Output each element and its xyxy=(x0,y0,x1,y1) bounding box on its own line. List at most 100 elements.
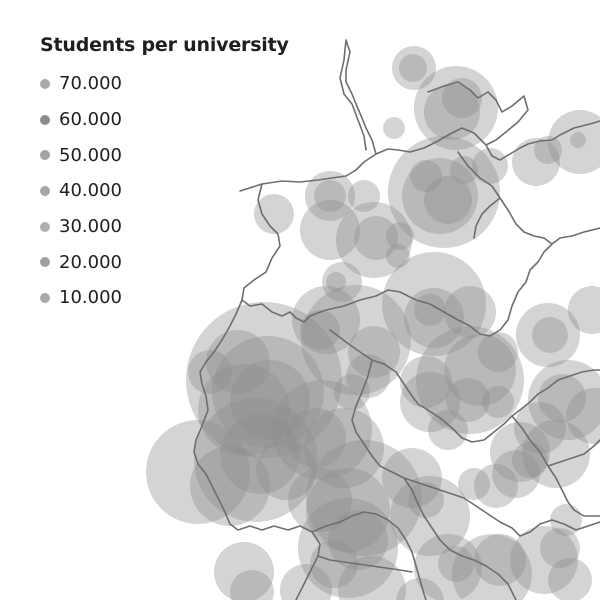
university-bubble xyxy=(254,194,294,234)
university-bubble xyxy=(214,542,274,600)
university-bubble xyxy=(298,498,398,598)
university-bubble xyxy=(338,556,406,600)
university-bubble xyxy=(382,252,486,356)
university-bubble xyxy=(306,468,390,552)
university-bubble xyxy=(478,332,518,372)
university-bubble xyxy=(230,360,310,440)
university-bubble xyxy=(534,136,562,164)
university-bubble xyxy=(386,244,410,268)
university-bubble xyxy=(438,546,474,582)
university-bubble xyxy=(442,78,482,118)
university-bubbles xyxy=(146,46,600,600)
peninsula-border xyxy=(339,39,377,155)
university-bubble xyxy=(550,504,582,536)
university-bubble xyxy=(194,398,318,522)
university-bubble xyxy=(305,171,355,221)
university-bubble xyxy=(424,84,480,140)
university-bubble xyxy=(446,378,490,422)
university-bubble xyxy=(408,482,444,518)
university-bubble xyxy=(272,380,372,480)
university-bubble xyxy=(306,440,422,556)
university-bubble xyxy=(424,176,472,224)
university-bubble xyxy=(452,534,532,600)
legend-title: Students per university xyxy=(40,34,289,56)
legend-item: 20.000 xyxy=(40,244,330,280)
university-bubble xyxy=(280,564,332,600)
university-bubble xyxy=(532,317,568,353)
university-bubble xyxy=(444,334,516,406)
university-bubble xyxy=(388,136,500,248)
university-bubble xyxy=(570,132,586,148)
university-bubble xyxy=(566,388,600,444)
university-bubble xyxy=(414,66,498,150)
legend-item: 30.000 xyxy=(40,209,330,245)
legend-dot xyxy=(40,221,50,232)
university-bubble xyxy=(428,410,468,450)
university-bubble xyxy=(400,372,460,432)
legend-item: 70.000 xyxy=(40,66,330,102)
legend-dot xyxy=(40,257,50,268)
legend-label: 50.000 xyxy=(59,144,122,166)
university-bubble xyxy=(490,422,550,482)
university-bubble xyxy=(396,578,444,600)
legend-dot xyxy=(40,78,50,89)
state-border-center xyxy=(329,329,600,443)
university-bubble xyxy=(416,326,524,434)
legend-label: 30.000 xyxy=(59,216,122,238)
university-bubble xyxy=(472,148,508,184)
university-bubble xyxy=(512,138,560,186)
state-border-east-lower xyxy=(511,415,600,517)
university-bubble xyxy=(322,262,362,302)
legend-dot xyxy=(40,292,50,303)
university-bubble xyxy=(300,200,360,260)
legend-label: 20.000 xyxy=(59,251,122,273)
university-bubble xyxy=(310,540,358,588)
university-bubble xyxy=(444,286,496,338)
legend-label: 70.000 xyxy=(59,73,122,95)
university-bubble xyxy=(450,156,478,184)
university-bubble xyxy=(286,408,346,468)
coastline-border xyxy=(239,120,600,192)
university-bubble xyxy=(354,216,398,260)
university-bubble xyxy=(348,326,400,378)
legend-label: 60.000 xyxy=(59,109,122,131)
legend-label: 40.000 xyxy=(59,180,122,202)
region-borders xyxy=(193,39,600,600)
university-bubble xyxy=(328,510,388,570)
university-bubble xyxy=(392,46,436,90)
university-bubble xyxy=(510,526,578,594)
state-border-southwest xyxy=(311,511,427,600)
legend-item: 10.000 xyxy=(40,280,330,316)
university-bubble xyxy=(304,408,384,488)
university-bubble xyxy=(198,364,290,456)
university-bubble xyxy=(410,160,442,192)
university-bubble xyxy=(516,303,580,367)
university-bubble xyxy=(220,414,300,494)
university-bubble xyxy=(390,476,470,556)
university-bubble xyxy=(206,330,270,394)
legend-dot xyxy=(40,150,50,161)
university-bubble xyxy=(548,558,592,600)
university-bubble xyxy=(568,286,600,334)
university-bubble xyxy=(382,448,442,508)
university-bubble xyxy=(334,374,370,410)
university-bubble xyxy=(404,288,464,348)
university-bubble xyxy=(188,350,232,394)
university-bubble xyxy=(400,356,452,408)
state-border-mid xyxy=(351,359,600,537)
university-bubble xyxy=(399,54,427,82)
university-bubble xyxy=(383,117,405,139)
legend-item: 40.000 xyxy=(40,173,330,209)
university-bubble xyxy=(348,180,380,212)
university-bubble xyxy=(522,420,590,488)
state-border-south xyxy=(403,477,517,600)
university-bubble xyxy=(326,272,346,292)
university-bubble xyxy=(548,110,600,174)
university-bubble xyxy=(474,534,526,586)
legend-item: 60.000 xyxy=(40,102,330,138)
university-bubble xyxy=(414,534,482,600)
university-bubble xyxy=(514,402,566,454)
university-bubble xyxy=(402,158,478,234)
university-bubble xyxy=(482,386,514,418)
university-bubble xyxy=(288,468,352,532)
